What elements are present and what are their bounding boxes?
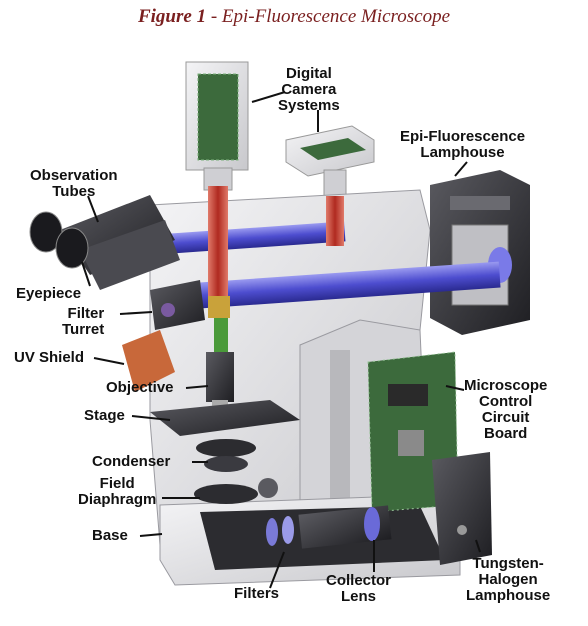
label-eyepiece: Eyepiece — [16, 285, 82, 302]
filter-turret — [150, 280, 205, 330]
side-camera — [285, 125, 375, 199]
field-diaphragm — [194, 478, 278, 504]
label-microscope-control-circuit-board: Microscope Control Circuit Board — [464, 377, 548, 442]
leader-lines — [81, 91, 481, 589]
label-stage: Stage — [84, 407, 125, 424]
label-objective: Objective — [106, 379, 174, 396]
uv-shield — [122, 330, 175, 392]
figure-caption: - Epi-Fluorescence Microscope — [206, 6, 451, 27]
label-uv-shield: UV Shield — [14, 349, 85, 366]
camera-light-path — [208, 186, 344, 296]
collector-lens — [298, 505, 392, 549]
filters — [266, 516, 294, 546]
label-epi-fluorescence-lamphouse: Epi-Fluorescence Lamphouse — [400, 128, 526, 161]
label-field-diaphragm: Field Diaphragm — [78, 475, 157, 508]
top-camera — [185, 61, 249, 191]
tungsten-lamphouse — [432, 452, 492, 565]
label-tungsten-halogen-lamphouse: Tungsten- Halogen Lamphouse — [466, 555, 551, 604]
figure-number: Figure 1 — [137, 6, 207, 27]
epi-lamphouse — [430, 170, 530, 335]
label-digital-camera-systems: Digital Camera Systems — [278, 65, 340, 114]
label-observation-tubes: Observation Tubes — [30, 167, 118, 200]
figure-title: Figure 1 - Epi-Fluorescence Microscope — [0, 6, 588, 28]
epi-light-path — [154, 221, 501, 309]
label-condenser: Condenser — [92, 453, 171, 470]
label-filters: Filters — [234, 585, 280, 602]
condenser — [196, 439, 256, 472]
stage — [150, 400, 300, 436]
label-collector-lens: Collector Lens — [326, 572, 392, 605]
label-base: Base — [92, 527, 128, 544]
observation-tubes — [29, 195, 180, 290]
label-filter-turret: Filter Turret — [62, 305, 105, 338]
